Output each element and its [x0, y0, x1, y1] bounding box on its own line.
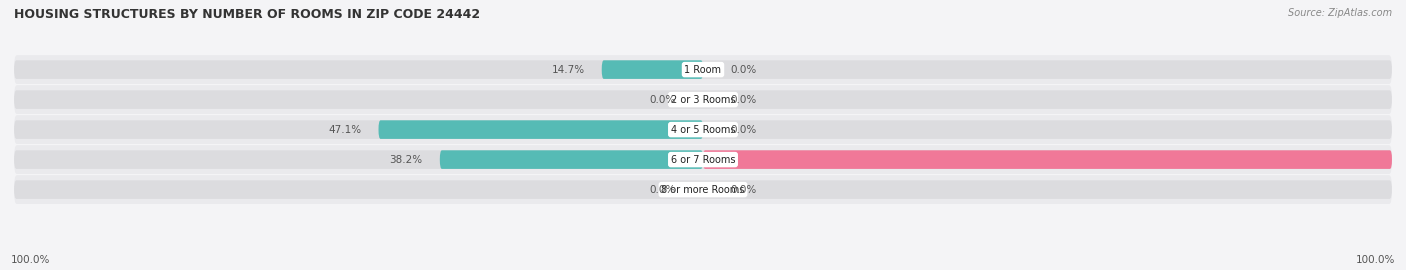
FancyBboxPatch shape	[378, 120, 703, 139]
Text: 1 Room: 1 Room	[685, 65, 721, 75]
Text: 8 or more Rooms: 8 or more Rooms	[661, 185, 745, 195]
FancyBboxPatch shape	[703, 150, 1392, 169]
Text: 6 or 7 Rooms: 6 or 7 Rooms	[671, 155, 735, 165]
Text: 14.7%: 14.7%	[551, 65, 585, 75]
FancyBboxPatch shape	[14, 60, 1392, 79]
Text: 4 or 5 Rooms: 4 or 5 Rooms	[671, 124, 735, 135]
Text: 100.0%: 100.0%	[1355, 255, 1395, 265]
FancyBboxPatch shape	[14, 115, 1392, 144]
Text: 0.0%: 0.0%	[731, 124, 756, 135]
Text: 0.0%: 0.0%	[650, 185, 675, 195]
FancyBboxPatch shape	[14, 180, 1392, 199]
FancyBboxPatch shape	[14, 150, 1392, 169]
FancyBboxPatch shape	[14, 145, 1392, 174]
FancyBboxPatch shape	[602, 60, 703, 79]
Text: 0.0%: 0.0%	[731, 94, 756, 104]
Text: 0.0%: 0.0%	[650, 94, 675, 104]
Text: 47.1%: 47.1%	[328, 124, 361, 135]
Text: 0.0%: 0.0%	[731, 185, 756, 195]
FancyBboxPatch shape	[14, 90, 1392, 109]
Text: 2 or 3 Rooms: 2 or 3 Rooms	[671, 94, 735, 104]
Text: HOUSING STRUCTURES BY NUMBER OF ROOMS IN ZIP CODE 24442: HOUSING STRUCTURES BY NUMBER OF ROOMS IN…	[14, 8, 481, 21]
Text: 100.0%: 100.0%	[11, 255, 51, 265]
Text: 0.0%: 0.0%	[731, 65, 756, 75]
FancyBboxPatch shape	[14, 120, 1392, 139]
FancyBboxPatch shape	[440, 150, 703, 169]
FancyBboxPatch shape	[14, 55, 1392, 84]
Text: 38.2%: 38.2%	[389, 155, 423, 165]
Text: Source: ZipAtlas.com: Source: ZipAtlas.com	[1288, 8, 1392, 18]
FancyBboxPatch shape	[14, 175, 1392, 204]
FancyBboxPatch shape	[14, 85, 1392, 114]
